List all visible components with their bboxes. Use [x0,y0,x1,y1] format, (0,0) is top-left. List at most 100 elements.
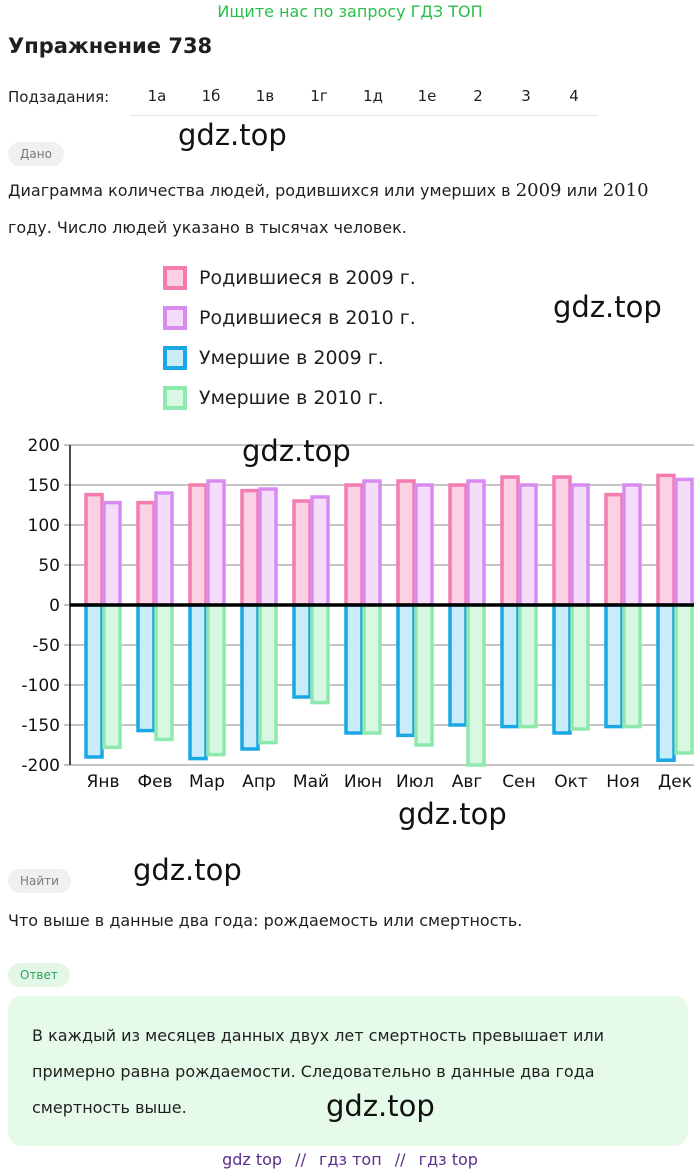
bar-births-2009 [656,473,676,607]
tab-4[interactable]: 4 [569,87,579,105]
subtasks-bar: Подзадания: 1а 1б 1в 1г 1д 1е 2 3 4 [8,78,598,116]
bar-deaths-2010 [622,603,642,729]
top-banner[interactable]: Ищите нас по запросу ГДЗ ТОП [217,2,483,21]
bar-births-2009 [84,492,104,607]
bar-births-2009 [500,475,520,607]
legend-label-births-2009: Родившиеся в 2009 г. [199,267,416,289]
bar-deaths-2010 [362,603,382,735]
bar-chart: 200 150 100 50 0 -50 -100 -150 -200 Янв Фев Мар Апр М… [21,436,694,792]
y-tick-label: -200 [21,756,60,776]
given-line-2: году. Число людей указано в тысячах чело… [8,218,407,237]
bar-deaths-2010 [518,603,538,729]
find-pill: Найти [8,869,71,893]
bar-deaths-2009 [552,603,572,735]
legend-item-births-2009: Родившиеся в 2009 г. [163,258,416,298]
x-tick-label: Июн [344,772,382,792]
footer-links: gdz top // гдз топ // гдз top [0,1150,700,1169]
bar-deaths-2010 [206,603,226,757]
legend-item-births-2010: Родившиеся в 2010 г. [163,298,416,338]
subtasks-label: Подзадания: [8,88,110,106]
given-line-1-prefix: Диаграмма количества людей, родившихся и… [8,181,516,200]
bar-deaths-2009 [344,603,364,735]
x-tick-label: Янв [87,772,120,792]
x-tick-label: Апр [242,772,276,792]
bar-deaths-2010 [154,603,174,742]
legend-item-deaths-2009: Умершие в 2009 г. [163,338,416,378]
tab-1g[interactable]: 1г [310,87,328,105]
answer-line-1: В каждый из месяцев данных двух лет смер… [32,1026,604,1045]
bar-deaths-2010 [466,603,486,767]
tab-3[interactable]: 3 [521,87,531,105]
bar-births-2009 [344,483,364,607]
bar-births-2009 [604,492,624,607]
bar-births-2010 [154,491,174,607]
bar-deaths-2010 [102,603,122,750]
x-tick-label: Авг [452,772,483,792]
watermark: gdz.top [133,853,242,887]
bar-births-2010 [102,500,122,607]
x-tick-label: Сен [502,772,535,792]
bar-deaths-2009 [188,603,208,761]
bar-births-2010 [570,483,590,607]
bar-deaths-2009 [292,603,312,699]
bar-deaths-2009 [604,603,624,729]
chart-legend: Родившиеся в 2009 г. Родившиеся в 2010 г… [163,258,416,418]
answer-pill: Ответ [8,963,70,987]
footer-separator: // [394,1150,406,1169]
legend-swatch-deaths-2010 [163,386,187,410]
footer-link-gdz-top-mixed[interactable]: гдз top [418,1150,478,1169]
tab-1a[interactable]: 1а [147,87,167,105]
footer-link-gdz-top-ru[interactable]: гдз топ [319,1150,382,1169]
answer-line-2: примерно равна рождаемости. Следовательн… [32,1062,595,1081]
x-tick-label: Мар [189,772,225,792]
bar-deaths-2009 [396,603,416,738]
legend-swatch-births-2010 [163,306,187,330]
bar-deaths-2009 [240,603,260,751]
legend-swatch-deaths-2009 [163,346,187,370]
bar-births-2010 [258,487,278,607]
bar-births-2010 [206,479,226,607]
legend-label-births-2010: Родившиеся в 2010 г. [199,307,416,329]
legend-label-deaths-2010: Умершие в 2010 г. [199,387,384,409]
answer-line-3: смертность выше. [32,1098,187,1117]
x-tick-label: Фев [137,772,172,792]
watermark: gdz.top [398,797,507,831]
tab-1b[interactable]: 1б [201,87,221,105]
tab-1e[interactable]: 1е [417,87,437,105]
watermark: gdz.top [326,1089,435,1123]
bar-deaths-2009 [448,603,468,727]
watermark: gdz.top [178,118,287,152]
bar-deaths-2010 [414,603,434,747]
legend-swatch-births-2009 [163,266,187,290]
watermark: gdz.top [242,434,351,468]
bar-births-2010 [362,479,382,607]
bar-births-2009 [292,499,312,607]
tab-2[interactable]: 2 [473,87,483,105]
bar-deaths-2009 [500,603,520,729]
given-pill: Дано [8,142,64,166]
y-tick-label: 50 [38,556,60,576]
given-or: или [561,181,603,200]
bar-births-2009 [188,483,208,607]
bar-births-2009 [448,483,468,607]
y-tick-label: -100 [21,676,60,696]
bar-births-2010 [674,477,694,607]
year-2009: 2009 [515,180,562,201]
legend-item-deaths-2010: Умершие в 2010 г. [163,378,416,418]
legend-label-deaths-2009: Умершие в 2009 г. [199,347,384,369]
tab-1v[interactable]: 1в [255,87,275,105]
bar-births-2010 [310,495,330,607]
y-tick-label: -50 [32,636,60,656]
y-tick-label: 0 [49,596,60,616]
bar-deaths-2009 [656,603,676,762]
given-text: Диаграмма количества людей, родившихся и… [8,172,649,246]
year-2010: 2010 [602,180,649,201]
bar-births-2009 [240,488,260,607]
bar-births-2009 [552,475,572,607]
y-tick-label: 100 [28,516,60,536]
footer-link-gdz-top[interactable]: gdz top [222,1150,283,1169]
tab-1d[interactable]: 1д [363,87,383,105]
bar-deaths-2010 [258,603,278,745]
page-title: Упражнение 738 [8,34,213,58]
find-text: Что выше в данные два года: рождаемость … [8,911,523,930]
